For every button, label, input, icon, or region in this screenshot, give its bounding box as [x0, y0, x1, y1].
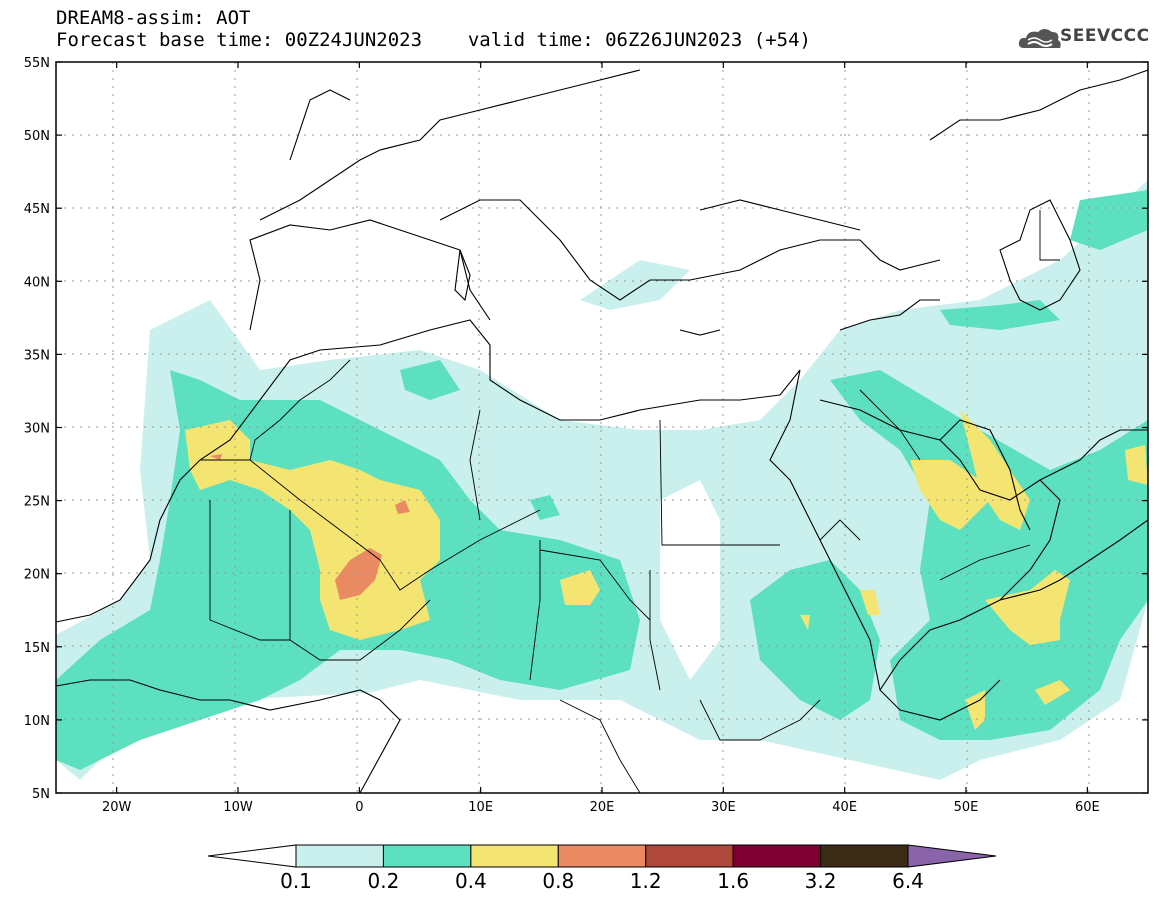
aot-region-high — [910, 460, 990, 530]
lon-tick-label: 30E — [711, 800, 736, 815]
lon-tick-label: 0 — [355, 800, 363, 815]
lon-tick-label: 60E — [1075, 800, 1100, 815]
aot-region-medium — [400, 360, 460, 400]
aot-region-very-high — [395, 500, 410, 514]
valid-time: valid time: 06Z26JUN2023 (+54) — [467, 29, 811, 51]
legend-level-label: 0.1 — [280, 869, 312, 893]
aot-region-low — [580, 260, 690, 310]
aot-region-high — [560, 570, 600, 605]
legend-level-label: 3.2 — [805, 869, 837, 893]
cloud-icon — [1018, 29, 1061, 48]
longitude-labels: 20W 10W 0 10E 20E 30E 40E 50E 60E — [102, 800, 1100, 815]
axis-ticks — [56, 61, 1148, 794]
legend-level-label: 0.4 — [455, 869, 487, 893]
legend-level-label: 6.4 — [892, 869, 924, 893]
lon-tick-label: 50E — [954, 800, 979, 815]
lat-tick-label: 35N — [24, 348, 50, 363]
lon-tick-label: 10W — [223, 800, 253, 815]
lat-tick-label: 5N — [32, 787, 50, 802]
forecast-times: Forecast base time: 00Z24JUN2023 valid t… — [56, 30, 811, 50]
legend-arrow-high — [907, 844, 997, 868]
lat-tick-label: 10N — [24, 714, 50, 729]
aot-region-high — [1125, 445, 1148, 485]
aot-region-high — [1035, 680, 1070, 705]
aot-region-high — [860, 590, 880, 615]
legend-swatch — [645, 844, 734, 868]
aot-region-high — [985, 570, 1070, 645]
legend-swatch — [557, 844, 647, 868]
lat-tick-label: 55N — [24, 56, 50, 71]
coastlines — [56, 69, 1148, 793]
country-borders — [200, 210, 1060, 793]
legend-swatch — [295, 844, 384, 868]
aot-region-high — [185, 420, 440, 640]
lat-tick-label: 25N — [24, 495, 50, 510]
lat-tick-label: 30N — [24, 422, 50, 437]
legend-swatch — [820, 844, 909, 868]
lat-tick-label: 40N — [24, 275, 50, 290]
aot-region-high — [960, 410, 1030, 530]
lat-tick-label: 50N — [24, 129, 50, 144]
aot-field — [56, 180, 1148, 793]
base-time: Forecast base time: 00Z24JUN2023 — [56, 29, 423, 51]
lon-tick-label: 20E — [590, 800, 615, 815]
legend-swatch — [732, 844, 822, 868]
aot-region-medium — [940, 300, 1060, 330]
legend-level-label: 0.2 — [368, 869, 400, 893]
lon-tick-label: 10E — [468, 800, 493, 815]
latitude-labels: 5N 10N 15N 20N 25N 30N 35N 40N 45N 50N 55N — [24, 56, 50, 802]
legend-level-label: 1.2 — [630, 869, 662, 893]
lon-tick-label: 20W — [102, 800, 132, 815]
logo-text: SEEVCCC — [1060, 26, 1150, 46]
lat-tick-label: 45N — [24, 202, 50, 217]
aot-region-very-high — [335, 548, 382, 600]
lat-tick-label: 20N — [24, 568, 50, 583]
aot-region-medium — [530, 495, 560, 520]
aot-region-medium — [1070, 190, 1148, 250]
legend-level-label: 0.8 — [542, 869, 574, 893]
aot-region-medium — [830, 370, 1148, 740]
aot-region-medium — [750, 560, 880, 720]
map-title: DREAM8-assim: AOT — [56, 7, 251, 29]
legend-swatch — [470, 844, 559, 868]
lon-tick-label: 40E — [832, 800, 857, 815]
legend-level-label: 1.6 — [717, 869, 749, 893]
legend-arrow-low — [207, 844, 297, 868]
aot-region-high — [800, 615, 810, 630]
legend-swatch — [382, 844, 472, 868]
graticule — [56, 62, 1148, 793]
aot-region-very-high — [210, 454, 222, 460]
lat-tick-label: 15N — [24, 641, 50, 656]
